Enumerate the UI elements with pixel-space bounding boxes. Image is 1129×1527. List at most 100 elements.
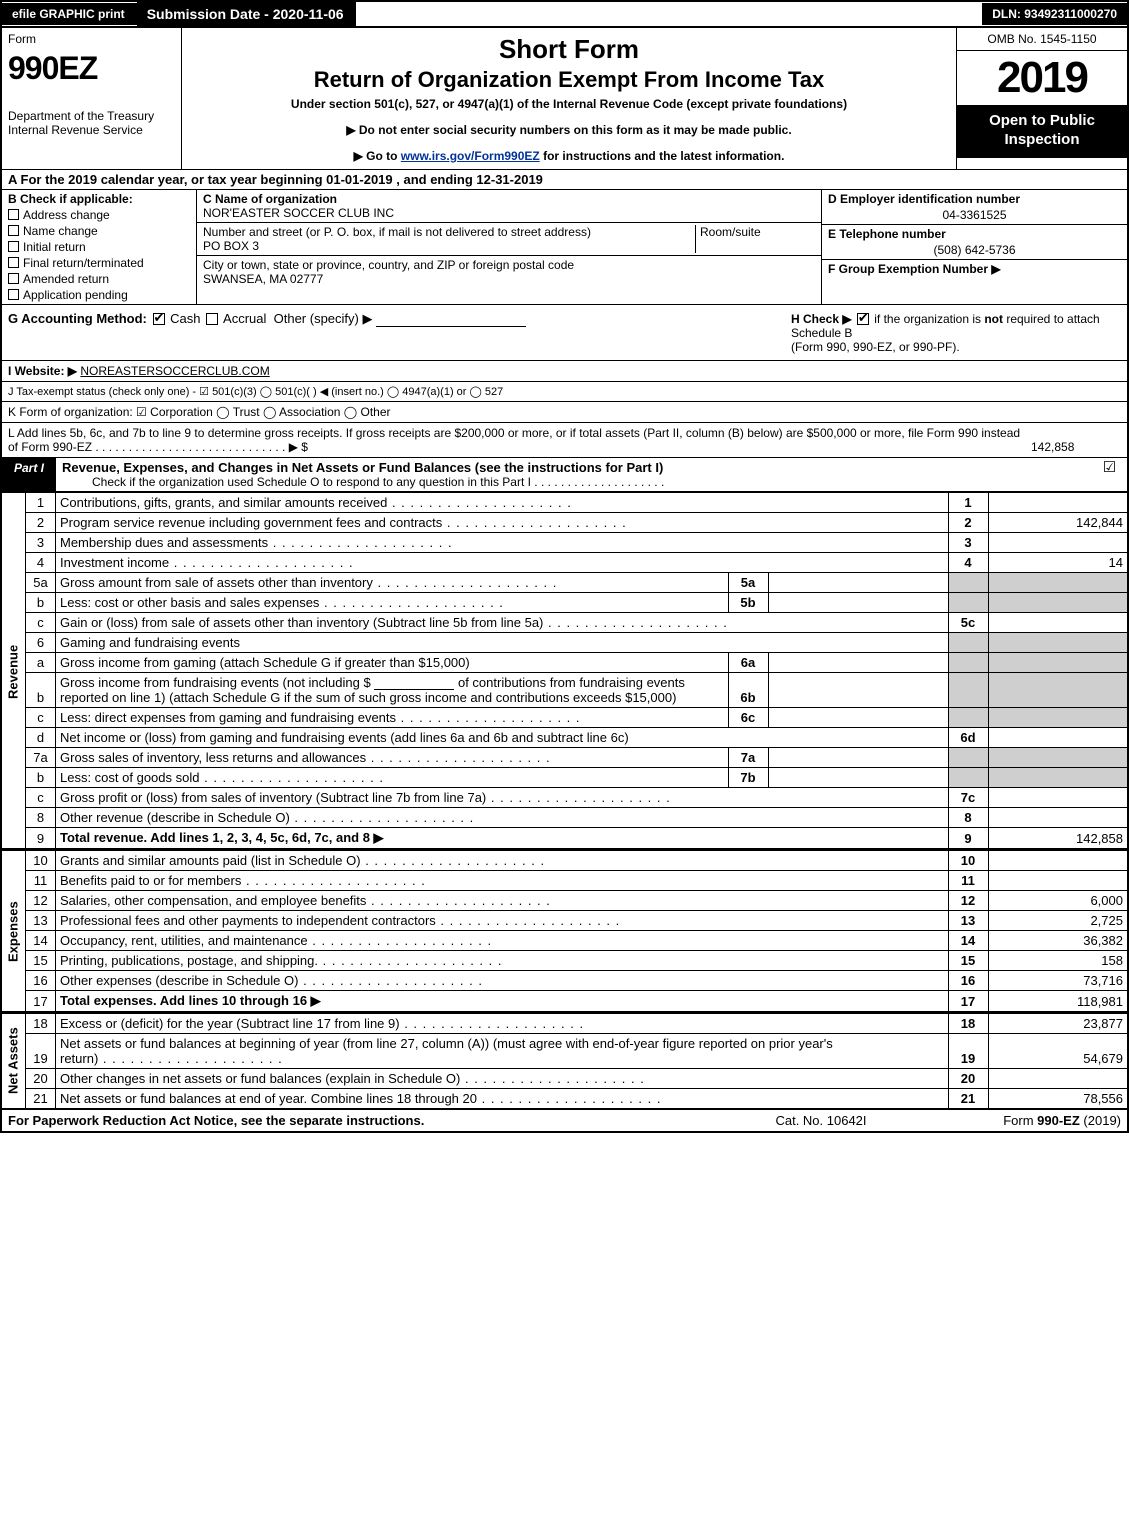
revenue-table: Revenue 1 Contributions, gifts, grants, … bbox=[0, 492, 1129, 1109]
line-6d-rn: 6d bbox=[948, 728, 988, 748]
line-13-rn: 13 bbox=[948, 911, 988, 931]
line-6b-grey bbox=[948, 673, 988, 708]
part-i-title: Revenue, Expenses, and Changes in Net As… bbox=[56, 458, 1092, 491]
checkbox-name-change[interactable] bbox=[8, 225, 19, 236]
line-11-val bbox=[988, 871, 1128, 891]
line-17-rn: 17 bbox=[948, 991, 988, 1013]
line-13-desc: Professional fees and other payments to … bbox=[56, 911, 949, 931]
line-16-rn: 16 bbox=[948, 971, 988, 991]
line-16-val: 73,716 bbox=[988, 971, 1128, 991]
website-label: I Website: ▶ bbox=[8, 364, 77, 378]
line-5c-rn: 5c bbox=[948, 613, 988, 633]
line-1-val bbox=[988, 493, 1128, 513]
org-name: NOR'EASTER SOCCER CLUB INC bbox=[203, 206, 815, 220]
line-12-rn: 12 bbox=[948, 891, 988, 911]
line-13-no: 13 bbox=[26, 911, 56, 931]
c-city-label: City or town, state or province, country… bbox=[203, 258, 574, 272]
line-9-desc-b: Total revenue. Add lines 1, 2, 3, 4, 5c,… bbox=[60, 830, 384, 845]
cb-label-amended: Amended return bbox=[23, 272, 109, 286]
line-2-no: 2 bbox=[26, 513, 56, 533]
c-name-label: C Name of organization bbox=[203, 192, 337, 206]
line-10-rn: 10 bbox=[948, 850, 988, 871]
line-12-no: 12 bbox=[26, 891, 56, 911]
line-21-rn: 21 bbox=[948, 1089, 988, 1109]
line-21-no: 21 bbox=[26, 1089, 56, 1109]
checkbox-cash[interactable] bbox=[153, 313, 165, 325]
checkbox-address-change[interactable] bbox=[8, 209, 19, 220]
line-18-rn: 18 bbox=[948, 1013, 988, 1034]
line-7c-val bbox=[988, 788, 1128, 808]
line-5b-mv bbox=[768, 593, 948, 613]
line-6b-greyval bbox=[988, 673, 1128, 708]
row-i-website: I Website: ▶ NOREASTERSOCCERCLUB.COM bbox=[0, 361, 1129, 382]
line-a-tax-year: A For the 2019 calendar year, or tax yea… bbox=[0, 170, 1129, 190]
page-footer: For Paperwork Reduction Act Notice, see … bbox=[0, 1109, 1129, 1133]
other-specify-input[interactable] bbox=[376, 315, 526, 327]
d-ein-label: D Employer identification number bbox=[828, 192, 1020, 206]
footer-left: For Paperwork Reduction Act Notice, see … bbox=[8, 1113, 721, 1128]
line-20-rn: 20 bbox=[948, 1069, 988, 1089]
row-l-gross-receipts: L Add lines 5b, 6c, and 7b to line 9 to … bbox=[0, 423, 1129, 458]
line-7a-desc: Gross sales of inventory, less returns a… bbox=[56, 748, 729, 768]
submission-date-label: Submission Date - 2020-11-06 bbox=[137, 2, 356, 26]
line-3-desc: Membership dues and assessments bbox=[56, 533, 949, 553]
g-label: G Accounting Method: bbox=[8, 311, 147, 326]
h-not: not bbox=[984, 312, 1003, 326]
row-j-tax-exempt: J Tax-exempt status (check only one) - ☑… bbox=[0, 382, 1129, 402]
title-return: Return of Organization Exempt From Incom… bbox=[190, 67, 948, 93]
goto-pre: ▶ Go to bbox=[354, 149, 401, 163]
gross-receipts-value: 142,858 bbox=[1031, 440, 1121, 454]
header-right: OMB No. 1545-1150 2019 Open to Public In… bbox=[957, 28, 1127, 169]
line-15-rn: 15 bbox=[948, 951, 988, 971]
open-to-public: Open to Public Inspection bbox=[957, 105, 1127, 158]
line-7a-grey bbox=[948, 748, 988, 768]
line-14-rn: 14 bbox=[948, 931, 988, 951]
line-6b-blank[interactable] bbox=[374, 678, 454, 690]
checkbox-schedule-b[interactable] bbox=[857, 313, 869, 325]
block-bcdef: B Check if applicable: Address change Na… bbox=[0, 190, 1129, 305]
line-6d-desc: Net income or (loss) from gaming and fun… bbox=[56, 728, 949, 748]
phone-value: (508) 642-5736 bbox=[828, 243, 1121, 257]
line-6a-greyval bbox=[988, 653, 1128, 673]
checkbox-application-pending[interactable] bbox=[8, 289, 19, 300]
line-10-val bbox=[988, 850, 1128, 871]
line-6d-val bbox=[988, 728, 1128, 748]
line-3-no: 3 bbox=[26, 533, 56, 553]
checkbox-amended-return[interactable] bbox=[8, 273, 19, 284]
line-9-no: 9 bbox=[26, 828, 56, 850]
line-8-no: 8 bbox=[26, 808, 56, 828]
col-b-checkboxes: B Check if applicable: Address change Na… bbox=[2, 190, 197, 304]
title-short-form: Short Form bbox=[190, 34, 948, 65]
checkbox-initial-return[interactable] bbox=[8, 241, 19, 252]
line-16-desc: Other expenses (describe in Schedule O) bbox=[56, 971, 949, 991]
line-5a-mv bbox=[768, 573, 948, 593]
line-4-no: 4 bbox=[26, 553, 56, 573]
efile-print-button[interactable]: efile GRAPHIC print bbox=[2, 3, 137, 25]
line-5a-mn: 5a bbox=[728, 573, 768, 593]
line-4-rn: 4 bbox=[948, 553, 988, 573]
form-number: 990EZ bbox=[8, 50, 97, 86]
l-text: L Add lines 5b, 6c, and 7b to line 9 to … bbox=[8, 426, 1031, 454]
line-16-no: 16 bbox=[26, 971, 56, 991]
line-1-no: 1 bbox=[26, 493, 56, 513]
row-g-accounting: G Accounting Method: Cash Accrual Other … bbox=[8, 311, 781, 354]
line-6a-no: a bbox=[26, 653, 56, 673]
warning-ssn: ▶ Do not enter social security numbers o… bbox=[190, 123, 948, 137]
irs-link[interactable]: www.irs.gov/Form990EZ bbox=[401, 149, 540, 163]
checkbox-accrual[interactable] bbox=[206, 313, 218, 325]
line-11-no: 11 bbox=[26, 871, 56, 891]
netassets-sidelabel: Net Assets bbox=[1, 1013, 26, 1109]
f-group-label: F Group Exemption Number ▶ bbox=[828, 262, 1001, 276]
line-21-val: 78,556 bbox=[988, 1089, 1128, 1109]
part-i-header: Part I Revenue, Expenses, and Changes in… bbox=[0, 458, 1129, 492]
part-i-checkbox[interactable]: ☑ bbox=[1092, 458, 1127, 491]
line-1-rn: 1 bbox=[948, 493, 988, 513]
line-5b-desc: Less: cost or other basis and sales expe… bbox=[56, 593, 729, 613]
checkbox-final-return[interactable] bbox=[8, 257, 19, 268]
line-6a-mv bbox=[768, 653, 948, 673]
line-6a-desc: Gross income from gaming (attach Schedul… bbox=[56, 653, 729, 673]
part-i-label: Part I bbox=[2, 458, 56, 491]
line-6-desc: Gaming and fundraising events bbox=[56, 633, 949, 653]
footer-form-post: (2019) bbox=[1083, 1113, 1121, 1128]
h-pre: H Check ▶ bbox=[791, 312, 855, 326]
